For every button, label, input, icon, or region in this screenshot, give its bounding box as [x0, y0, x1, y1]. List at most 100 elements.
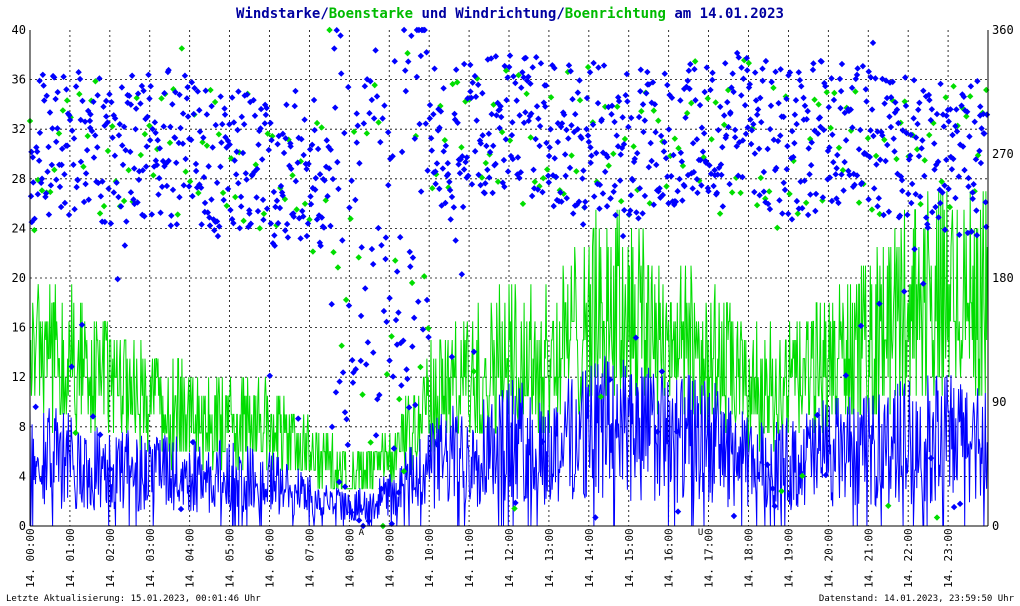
wind-direction-point: [743, 54, 751, 62]
gust-direction-point: [494, 178, 502, 185]
wind-direction-point: [542, 103, 549, 110]
wind-direction-point: [175, 139, 183, 147]
gust-direction-point: [868, 206, 876, 213]
wind-direction-point: [483, 142, 490, 150]
wind-direction-point: [35, 157, 43, 164]
wind-direction-point: [238, 113, 245, 121]
gust-direction-point: [547, 94, 555, 101]
wind-direction-point: [306, 146, 314, 153]
wind-direction-point: [534, 186, 541, 193]
gust-direction-point: [67, 114, 74, 121]
wind-direction-point: [77, 158, 85, 165]
wind-direction-point: [235, 180, 242, 187]
wind-direction-point: [907, 152, 914, 159]
wind-direction-point: [832, 171, 839, 178]
wind-direction-point: [132, 105, 140, 112]
wind-direction-point: [945, 185, 952, 193]
wind-direction-point: [582, 198, 589, 206]
wind-direction-point: [247, 98, 254, 106]
wind-direction-point: [764, 200, 772, 208]
gust-direction-point: [523, 90, 530, 98]
wind-direction-point: [303, 165, 310, 173]
gust-direction-point: [76, 90, 83, 98]
gust-direction-point: [576, 97, 584, 104]
wind-direction-point: [257, 125, 264, 132]
wind-direction-point: [652, 129, 659, 136]
gust-direction-point: [166, 139, 174, 147]
wind-direction-point: [543, 139, 550, 147]
wind-direction-point: [886, 79, 894, 86]
wind-direction-point: [623, 70, 631, 78]
gust-direction-point: [170, 86, 177, 93]
wind-direction-point: [471, 148, 479, 155]
wind-direction-point: [919, 137, 926, 144]
wind-direction-point: [974, 77, 981, 85]
wind-direction-point: [745, 84, 753, 91]
x-tick-label: 14. 00:00: [24, 528, 37, 588]
wind-direction-point: [504, 168, 512, 175]
wind-direction-point: [423, 49, 430, 56]
wind-direction-point: [578, 135, 585, 142]
wind-direction-point: [39, 71, 47, 78]
wind-direction-point: [54, 88, 61, 96]
wind-direction-point: [575, 198, 583, 205]
y-tick-label-left: 4: [19, 469, 26, 483]
wind-direction-point: [353, 110, 360, 117]
gust-direction-point: [806, 135, 814, 143]
wind-direction-point: [583, 94, 591, 102]
gust-direction-point: [691, 58, 699, 65]
wind-direction-point: [764, 145, 771, 153]
wind-direction-point: [819, 194, 827, 201]
wind-direction-point: [234, 126, 241, 134]
wind-direction-point: [769, 485, 776, 492]
gust-direction-point: [301, 200, 309, 208]
wind-direction-point: [279, 130, 287, 138]
wind-direction-point: [274, 219, 282, 227]
gust-direction-point: [240, 217, 247, 225]
gust-direction-point: [720, 121, 728, 128]
wind-direction-point: [492, 53, 500, 60]
gust-direction-point: [338, 342, 345, 349]
wind-direction-point: [87, 111, 94, 118]
wind-direction-point: [791, 139, 798, 147]
gust-direction-point: [375, 119, 382, 126]
wind-direction-point: [625, 123, 632, 131]
wind-direction-point: [700, 130, 708, 137]
wind-direction-point: [141, 213, 148, 220]
wind-direction-point: [237, 193, 245, 201]
gust-direction-point: [104, 147, 112, 155]
gust-direction-point: [630, 143, 637, 150]
wind-direction-point: [724, 98, 731, 106]
wind-direction-point: [934, 158, 942, 165]
gust-direction-point: [757, 174, 764, 182]
wind-direction-point: [587, 144, 594, 151]
wind-direction-point: [635, 215, 642, 222]
wind-direction-point: [807, 161, 815, 169]
wind-direction-point: [896, 212, 904, 219]
wind-direction-point: [102, 97, 110, 105]
wind-direction-point: [127, 101, 135, 108]
wind-direction-point: [143, 143, 150, 150]
wind-direction-point: [440, 148, 447, 155]
wind-direction-point: [620, 141, 628, 148]
wind-direction-point: [45, 143, 52, 151]
wind-direction-point: [641, 117, 649, 124]
wind-direction-point: [783, 95, 790, 103]
wind-direction-point: [569, 210, 577, 217]
wind-direction-point: [795, 69, 802, 76]
wind-direction-point: [356, 160, 363, 167]
wind-direction-point: [201, 199, 209, 207]
wind-direction-point: [328, 301, 335, 308]
wind-direction-point: [696, 101, 704, 109]
wind-direction-point: [379, 115, 386, 122]
wind-direction-point: [914, 120, 921, 128]
wind-direction-point: [681, 182, 688, 190]
wind-direction-point: [706, 162, 713, 169]
gust-direction-point: [786, 190, 793, 198]
wind-direction-point: [786, 69, 794, 76]
wind-direction-point: [463, 154, 471, 161]
wind-direction-point: [587, 159, 594, 167]
gust-direction-point: [38, 187, 46, 194]
wind-direction-point: [549, 172, 557, 179]
wind-direction-point: [360, 120, 368, 127]
